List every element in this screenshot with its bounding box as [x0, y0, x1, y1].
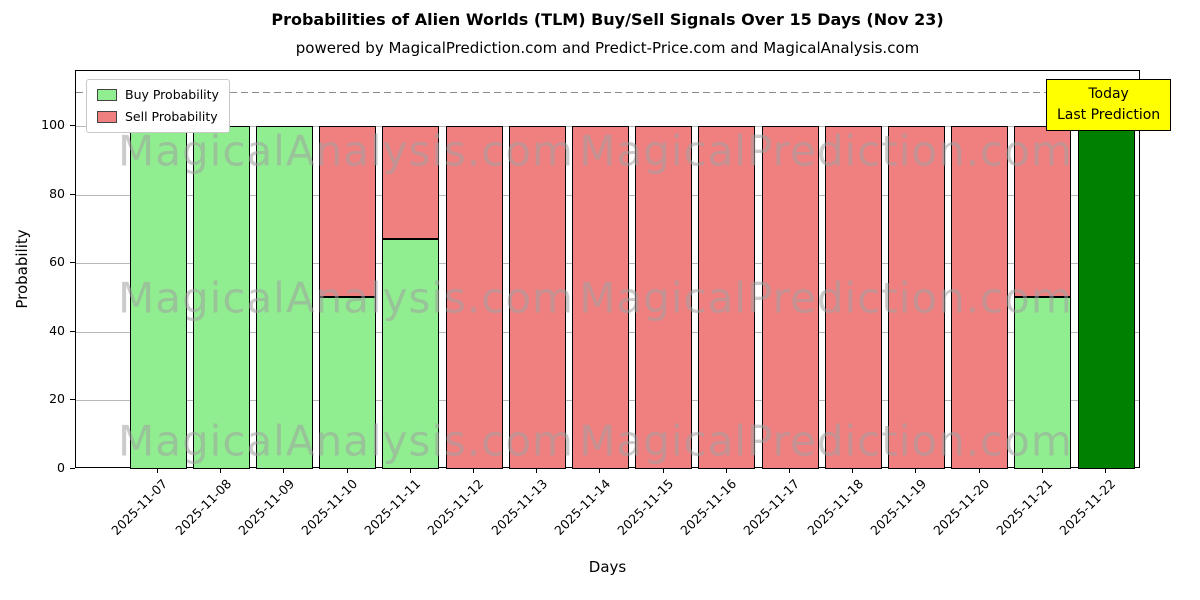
bar-segment-sell [571, 125, 629, 469]
x-axis-label: Days [588, 558, 627, 576]
x-tick-mark [978, 468, 980, 473]
bar-segment-sell [382, 125, 440, 240]
legend: Buy Probability Sell Probability [86, 79, 230, 133]
y-tick-label: 40 [49, 322, 65, 338]
x-tick-label: 2025-11-10 [298, 476, 361, 538]
x-tick-label: 2025-11-07 [108, 476, 171, 538]
y-tick-mark [70, 399, 75, 401]
x-tick-mark [852, 468, 854, 473]
bar-segment-sell [445, 125, 503, 469]
bar-segment-buy [382, 239, 440, 469]
y-tick-mark [70, 262, 75, 264]
y-tick-label: 80 [49, 185, 65, 201]
buy-probability-swatch [97, 88, 117, 101]
bar-segment-buy [1077, 125, 1135, 469]
bar-segment-sell [761, 125, 819, 469]
bar-segment-buy [1014, 297, 1072, 469]
y-tick-label: 100 [41, 116, 65, 132]
y-tick-label: 20 [49, 391, 65, 407]
sell-probability-swatch [97, 110, 117, 123]
x-tick-mark [473, 468, 474, 473]
x-tick-mark [915, 468, 917, 473]
x-tick-mark [536, 468, 538, 473]
today-annotation-line2: Last Prediction [1057, 107, 1161, 123]
x-tick-label: 2025-11-19 [867, 476, 929, 538]
bar-segment-sell [508, 125, 566, 469]
bar-segment-buy [129, 125, 187, 469]
x-tick-mark [409, 468, 411, 473]
legend-buy-label: Buy Probability [125, 87, 219, 102]
y-tick-mark [70, 193, 75, 195]
x-tick-mark [1105, 468, 1106, 473]
bar-segment-buy [255, 125, 313, 469]
x-tick-mark [1041, 468, 1043, 473]
plot-area: Buy Probability Sell Probability Magical… [75, 70, 1140, 469]
x-tick-label: 2025-11-09 [235, 476, 297, 538]
chart-subtitle: powered by MagicalPrediction.com and Pre… [295, 39, 920, 57]
x-tick-label: 2025-11-11 [361, 476, 424, 538]
bar-segment-buy [192, 125, 250, 469]
x-tick-mark [789, 468, 790, 473]
x-tick-label: 2025-11-22 [1056, 476, 1119, 538]
x-tick-mark [346, 468, 348, 473]
x-tick-label: 2025-11-18 [803, 476, 866, 538]
x-tick-mark [220, 468, 222, 473]
bar-segment-sell [698, 125, 756, 469]
x-tick-mark [662, 468, 664, 473]
x-tick-label: 2025-11-08 [171, 476, 234, 538]
bar-segment-sell [319, 125, 377, 298]
today-annotation-line1: Today [1088, 86, 1129, 102]
y-tick-mark [70, 330, 75, 332]
x-tick-label: 2025-11-17 [740, 476, 803, 538]
x-tick-label: 2025-11-12 [424, 476, 487, 538]
legend-row-sell: Sell Probability [97, 109, 219, 124]
x-tick-label: 2025-11-14 [551, 476, 613, 538]
bar-segment-sell [887, 125, 945, 469]
bar-segment-sell [1014, 125, 1072, 298]
x-tick-mark [283, 468, 285, 473]
x-tick-label: 2025-11-20 [930, 476, 993, 538]
y-tick-mark [70, 468, 75, 469]
x-tick-mark [599, 468, 601, 473]
legend-row-buy: Buy Probability [97, 87, 219, 102]
y-tick-mark [70, 124, 75, 126]
x-tick-label: 2025-11-16 [677, 476, 740, 538]
x-tick-label: 2025-11-15 [614, 476, 677, 538]
bar-segment-buy [319, 297, 377, 469]
y-tick-label: 0 [57, 460, 65, 475]
bar-segment-sell [951, 125, 1009, 469]
bar-segment-sell [635, 125, 693, 469]
bar-segment-sell [824, 125, 882, 469]
legend-sell-label: Sell Probability [125, 109, 218, 124]
y-tick-label: 60 [49, 254, 65, 270]
x-tick-label: 2025-11-21 [993, 476, 1056, 538]
today-annotation: Today Last Prediction [1046, 79, 1172, 131]
x-tick-mark [725, 468, 727, 473]
chart-title: Probabilities of Alien Worlds (TLM) Buy/… [271, 10, 944, 29]
x-tick-mark [157, 468, 158, 473]
x-tick-label: 2025-11-13 [487, 476, 550, 538]
dashed-reference-line [76, 91, 1139, 93]
